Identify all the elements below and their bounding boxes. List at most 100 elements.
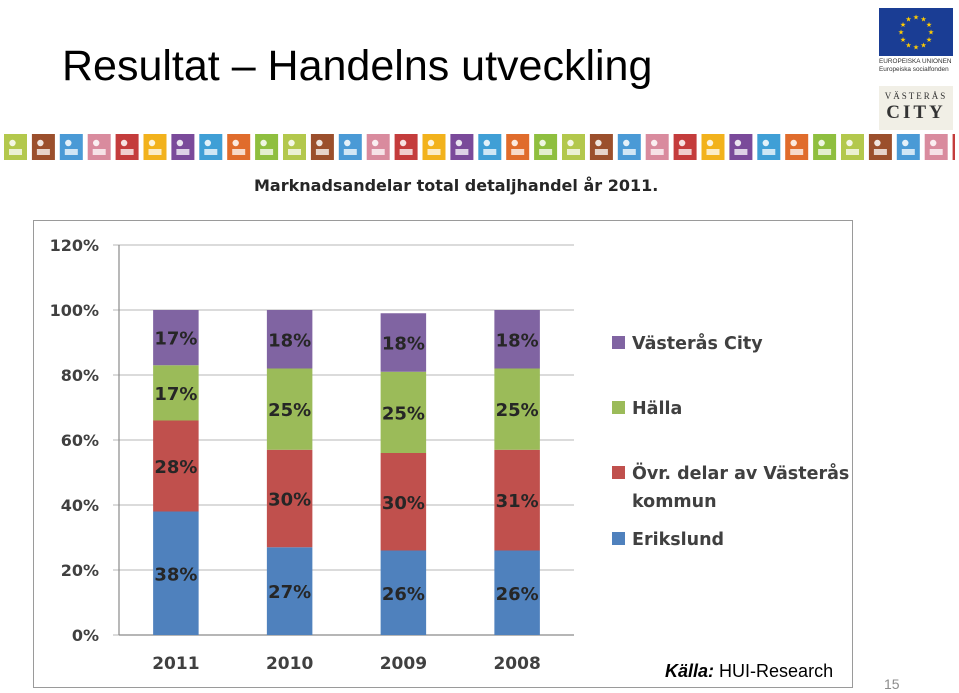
pictogram-icon bbox=[394, 134, 418, 160]
pictogram-icon bbox=[562, 134, 585, 160]
eu-logo: ★ ★ ★ ★ ★ ★ ★ ★ ★ ★ ★ ★ EUROPEISKA UNIONEN Europeis… bbox=[879, 8, 953, 74]
legend-label: Hälla bbox=[632, 399, 682, 419]
bar-segment bbox=[380, 313, 427, 372]
data-label: 30% bbox=[268, 490, 311, 511]
bar-segment bbox=[266, 310, 313, 369]
pictogram-icon bbox=[310, 134, 334, 160]
data-label: 28% bbox=[154, 457, 197, 478]
pictogram-icon bbox=[785, 134, 809, 160]
pictogram-icon bbox=[701, 134, 725, 160]
data-label: 17% bbox=[154, 329, 197, 350]
pictogram-icon bbox=[115, 134, 139, 160]
bar-segment bbox=[153, 310, 199, 366]
data-label: 18% bbox=[496, 330, 539, 351]
stacked-bar-chart: 0% 20% 40% 60% 80% 100% 120% 38% 28% 17% 17% 2011 27… bbox=[50, 236, 850, 674]
bar-segment bbox=[380, 371, 427, 453]
eu-star-icon: ★ bbox=[900, 36, 906, 44]
pictogram-icon bbox=[59, 134, 83, 160]
pictogram-icon bbox=[924, 134, 948, 160]
pictogram-icon bbox=[534, 134, 558, 160]
eu-star-icon: ★ bbox=[905, 16, 911, 24]
data-label: 25% bbox=[268, 400, 311, 421]
bar-segment bbox=[266, 547, 313, 635]
bar-segment bbox=[380, 453, 427, 551]
pictogram-icon bbox=[813, 134, 837, 160]
pictogram-icon bbox=[589, 134, 613, 160]
city-logo-bottom-text: CITY bbox=[886, 102, 946, 123]
data-label: 25% bbox=[382, 403, 425, 424]
source-citation: Källa: HUI-Research bbox=[665, 661, 833, 682]
bar-segment bbox=[494, 368, 540, 450]
pictogram-icon bbox=[506, 134, 530, 160]
data-label: 26% bbox=[496, 584, 539, 605]
legend-swatch bbox=[612, 336, 625, 349]
pictogram-icon bbox=[171, 134, 195, 160]
eu-logo-line1: EUROPEISKA UNIONEN bbox=[879, 58, 952, 65]
y-tick-label: 80% bbox=[61, 366, 99, 385]
x-tick-label: 2010 bbox=[266, 654, 313, 674]
eu-star-icon: ★ bbox=[905, 41, 911, 49]
data-label: 18% bbox=[268, 330, 311, 351]
y-tick-label: 0% bbox=[72, 626, 99, 645]
eu-star-icon: ★ bbox=[898, 29, 904, 37]
eu-star-icon: ★ bbox=[900, 21, 906, 29]
chart-area: 0% 20% 40% 60% 80% 100% 120% 38% 28% 17% 17% 2011 27… bbox=[33, 220, 853, 688]
pictogram-icon bbox=[868, 134, 892, 160]
legend-swatch bbox=[612, 466, 625, 479]
pictogram-strip bbox=[4, 134, 955, 160]
pictogram-icon bbox=[617, 134, 641, 160]
bar-segment bbox=[153, 511, 199, 635]
x-tick-label: 2009 bbox=[380, 654, 427, 674]
data-label: 17% bbox=[154, 384, 197, 405]
y-tick-label: 20% bbox=[61, 561, 99, 580]
eu-star-icon: ★ bbox=[913, 44, 919, 52]
pictogram-icon bbox=[283, 134, 306, 160]
eu-star-icon: ★ bbox=[926, 21, 932, 29]
slide-title: Resultat – Handelns utveckling bbox=[62, 42, 653, 90]
pictogram-icon bbox=[450, 134, 474, 160]
legend-swatch bbox=[612, 532, 625, 545]
bar-segment bbox=[266, 449, 313, 548]
eu-stars-icon: ★★★★★★★★★ ★ ★★ bbox=[898, 14, 934, 52]
bar-segment bbox=[153, 420, 199, 512]
pictogram-icon bbox=[422, 134, 446, 160]
bar-segment bbox=[494, 449, 540, 551]
pictogram-icon bbox=[366, 134, 390, 160]
bar-segment bbox=[266, 368, 313, 450]
eu-star-icon: ★ bbox=[926, 36, 932, 44]
pictogram-icon bbox=[729, 134, 753, 160]
bar-segment bbox=[153, 365, 199, 421]
eu-star-icon: ★ bbox=[913, 14, 919, 22]
eu-star-icon: ★ bbox=[928, 29, 934, 37]
pictogram-icon bbox=[338, 134, 362, 160]
pictogram-icon bbox=[87, 134, 111, 160]
legend-label: Övr. delar av Västerås kommun bbox=[632, 462, 849, 512]
data-label: 38% bbox=[154, 564, 197, 585]
y-tick-label: 100% bbox=[50, 301, 99, 320]
pictogram-icon bbox=[645, 134, 669, 160]
source-label: Källa: bbox=[665, 661, 715, 681]
y-tick-label: 60% bbox=[61, 431, 99, 450]
x-tick-label: 2011 bbox=[152, 654, 199, 674]
legend-swatch bbox=[612, 401, 625, 414]
x-tick-label: 2008 bbox=[493, 654, 540, 674]
data-label: 18% bbox=[382, 334, 425, 355]
city-logo-top-text: VÄSTERÅS bbox=[884, 91, 948, 101]
bar-segment bbox=[494, 310, 540, 369]
y-tick-label: 120% bbox=[50, 236, 99, 255]
pictogram-icon bbox=[255, 134, 279, 160]
eu-flag-icon: ★ ★ ★ ★ ★ ★ ★ ★ ★ ★ ★ ★ bbox=[879, 8, 953, 56]
pictogram-icon bbox=[4, 134, 27, 160]
bar-segment bbox=[380, 550, 427, 635]
pictogram-icon bbox=[31, 134, 55, 160]
page-number: 15 bbox=[884, 676, 900, 692]
legend-label: Erikslund bbox=[632, 530, 724, 550]
data-label: 27% bbox=[268, 582, 311, 603]
source-name: HUI-Research bbox=[719, 661, 834, 681]
pictogram-icon bbox=[143, 134, 167, 160]
pictogram-icon bbox=[896, 134, 920, 160]
chart-title: Marknadsandelar total detaljhandel år 20… bbox=[254, 176, 659, 195]
eu-star-icon: ★ bbox=[920, 41, 926, 49]
eu-logo-line2: Europeiska socialfonden bbox=[879, 66, 949, 73]
data-label: 26% bbox=[382, 584, 425, 605]
